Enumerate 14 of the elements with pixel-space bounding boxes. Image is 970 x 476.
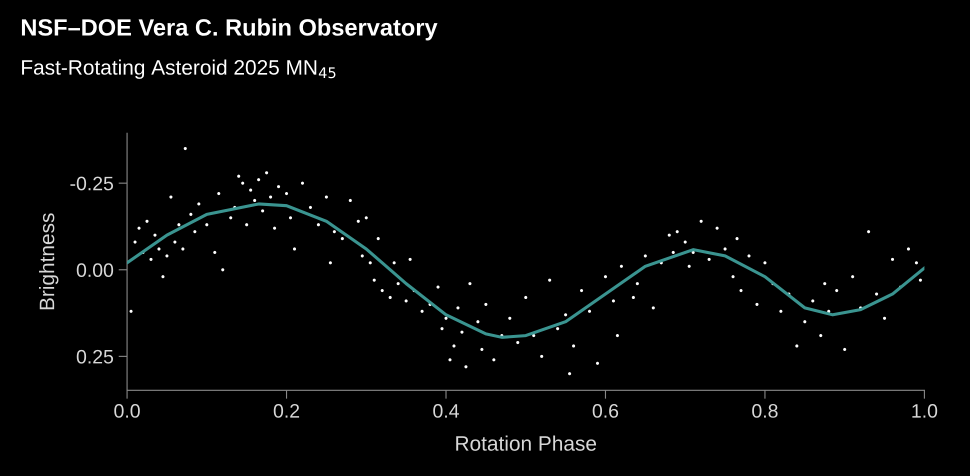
x-tick-label: 0.2 — [274, 404, 300, 418]
x-tick-label: 0.8 — [752, 404, 778, 418]
x-tick-label: 1.0 — [912, 404, 938, 418]
x-axis-title: Rotation Phase — [456, 436, 596, 451]
y-tick-label: 0.25 — [76, 350, 114, 364]
y-tick-label: -0.25 — [70, 176, 114, 190]
x-tick-label: 0.0 — [114, 404, 140, 418]
y-tick-label: 0.00 — [76, 263, 114, 278]
x-tick-label: 0.4 — [433, 404, 459, 418]
chart-title: NSF–DOE Vera C. Rubin Observatory — [22, 18, 438, 40]
chart-subtitle: Fast-Rotating Asteroid 2025 MN$_{45}$ — [22, 60, 336, 79]
line-series — [127, 202, 924, 339]
x-tick-label: 0.6 — [592, 404, 618, 418]
y-axis-title: Brightness — [39, 213, 58, 310]
